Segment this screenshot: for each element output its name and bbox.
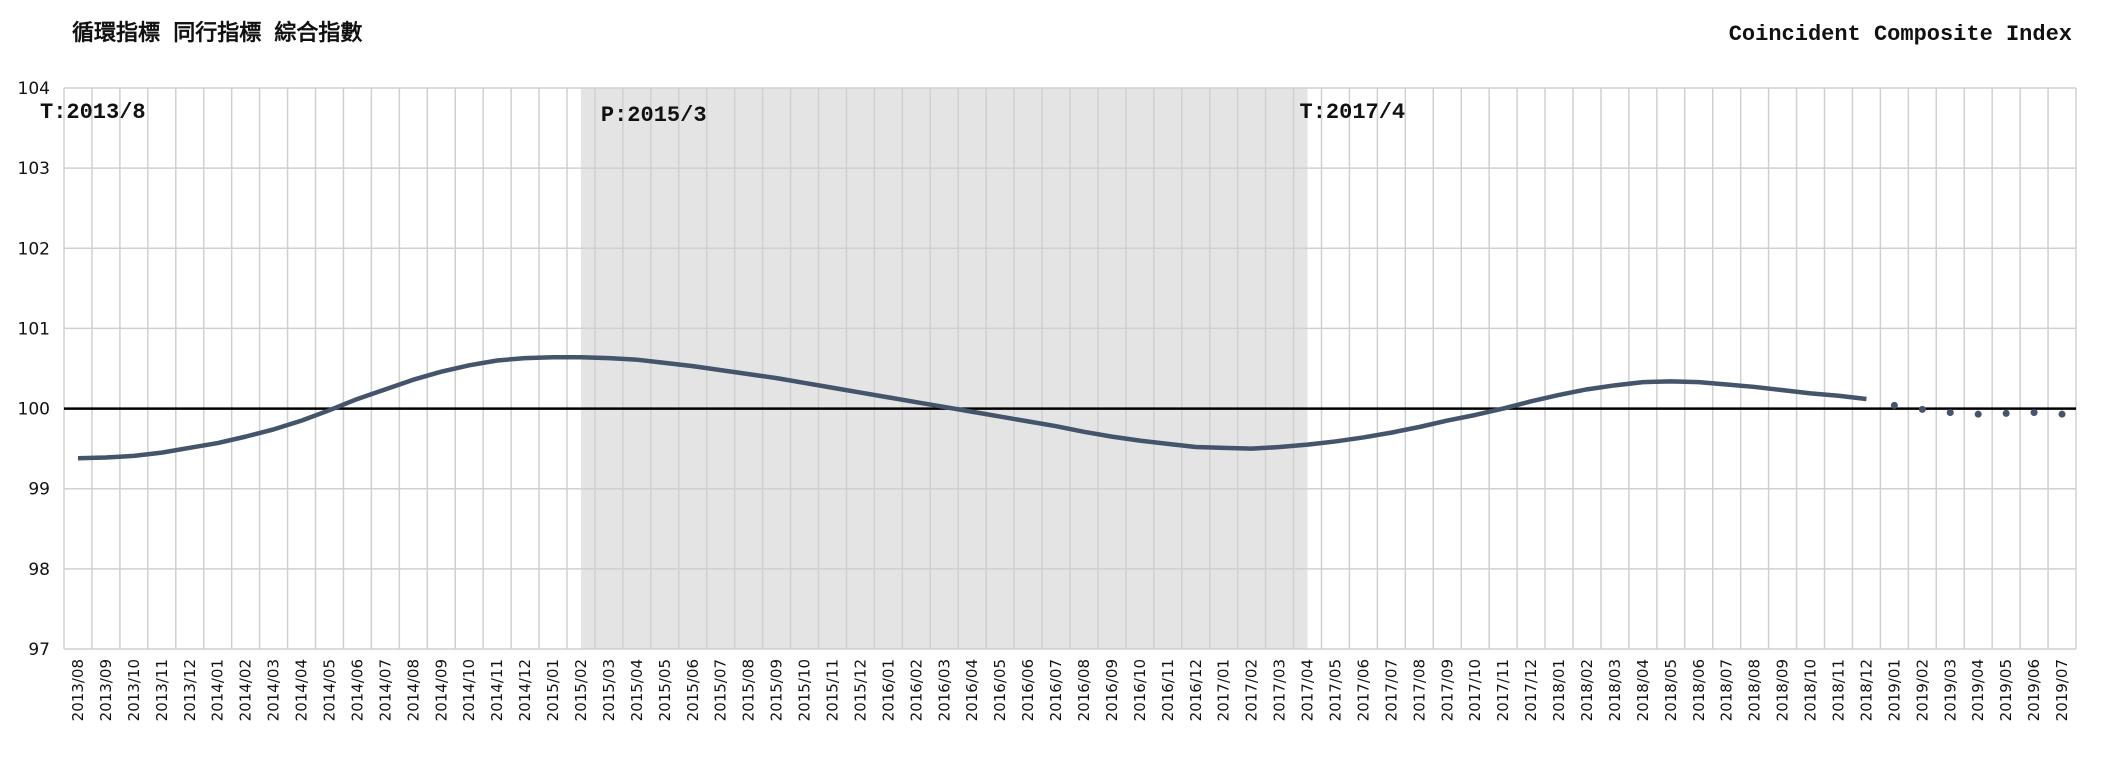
x-tick-label: 2016/11: [1159, 659, 1177, 721]
x-tick-label: 2015/02: [572, 659, 590, 721]
chart-subtitle: Coincident Composite Index: [1729, 22, 2072, 47]
x-tick-label: 2017/05: [1326, 659, 1344, 721]
x-tick-label: 2013/12: [181, 659, 199, 721]
x-tick-label: 2014/09: [432, 659, 450, 721]
chart-title: 循環指標 同行指標 綜合指數: [72, 20, 362, 47]
x-tick-label: 2016/01: [879, 659, 897, 721]
annotation: P:2015/3: [601, 103, 707, 128]
x-tick-label: 2018/08: [1746, 659, 1764, 721]
x-tick-label: 2015/09: [768, 659, 786, 721]
data-point: [2058, 410, 2066, 418]
x-tick-label: 2018/03: [1606, 659, 1624, 721]
data-point: [2030, 409, 2038, 417]
x-tick-label: 2017/07: [1382, 659, 1400, 721]
x-tick-label: 2017/12: [1522, 659, 1540, 721]
x-tick-label: 2013/10: [125, 659, 143, 721]
x-tick-label: 2015/07: [712, 659, 730, 721]
y-tick-label: 103: [18, 159, 50, 179]
x-tick-label: 2016/08: [1075, 659, 1093, 721]
x-tick-label: 2014/07: [376, 659, 394, 721]
annotation: T:2013/8: [40, 100, 146, 125]
x-tick-label: 2015/01: [544, 659, 562, 721]
x-tick-label: 2019/01: [1885, 659, 1903, 721]
x-tick-label: 2015/10: [796, 659, 814, 721]
x-tick-label: 2013/09: [97, 659, 115, 721]
x-tick-label: 2015/03: [600, 659, 618, 721]
x-tick-label: 2017/08: [1410, 659, 1428, 721]
x-tick-label: 2013/08: [69, 659, 87, 721]
x-tick-label: 2014/04: [293, 659, 311, 721]
x-tick-label: 2016/10: [1131, 659, 1149, 721]
shaded-region: [580, 88, 1308, 649]
x-tick-label: 2014/01: [209, 659, 227, 721]
data-line: [77, 355, 1867, 461]
x-tick-label: 2019/05: [1997, 659, 2015, 721]
x-tick-label: 2014/08: [404, 659, 422, 721]
data-point: [1890, 401, 1898, 409]
x-tick-label: 2019/02: [1913, 659, 1931, 721]
x-tick-label: 2018/12: [1857, 659, 1875, 721]
x-tick-label: 2014/12: [516, 659, 534, 721]
x-tick-label: 2018/07: [1718, 659, 1736, 721]
x-tick-label: 2017/02: [1243, 659, 1261, 721]
x-tick-label: 2016/03: [935, 659, 953, 721]
x-tick-label: 2014/05: [320, 659, 338, 721]
x-tick-label: 2015/08: [740, 659, 758, 721]
y-tick-label: 99: [28, 480, 50, 500]
x-tick-label: 2016/07: [1047, 659, 1065, 721]
x-tick-label: 2016/06: [1019, 659, 1037, 721]
x-tick-label: 2019/07: [2053, 659, 2071, 721]
annotation: T:2017/4: [1300, 100, 1406, 125]
x-tick-label: 2016/12: [1187, 659, 1205, 721]
x-tick-label: 2015/11: [823, 659, 841, 721]
y-tick-label: 104: [18, 79, 50, 99]
x-tick-label: 2018/02: [1578, 659, 1596, 721]
x-tick-label: 2016/05: [991, 659, 1009, 721]
x-tick-label: 2017/04: [1299, 659, 1317, 721]
y-tick-label: 98: [28, 560, 50, 580]
x-tick-label: 2019/06: [2025, 659, 2043, 721]
x-tick-label: 2017/03: [1271, 659, 1289, 721]
x-tick-label: 2017/10: [1466, 659, 1484, 721]
x-tick-label: 2017/09: [1438, 659, 1456, 721]
x-tick-label: 2018/09: [1774, 659, 1792, 721]
x-tick-label: 2018/11: [1829, 659, 1847, 721]
data-point: [1918, 405, 1926, 413]
y-tick-label: 102: [18, 239, 50, 259]
x-tick-label: 2019/04: [1969, 659, 1987, 721]
y-tick-label: 101: [18, 319, 50, 339]
data-point: [2002, 409, 2010, 417]
x-tick-label: 2016/04: [963, 659, 981, 721]
x-tick-label: 2018/05: [1662, 659, 1680, 721]
x-tick-label: 2015/04: [628, 659, 646, 721]
x-tick-label: 2018/06: [1690, 659, 1708, 721]
x-tick-label: 2015/12: [851, 659, 869, 721]
data-point: [1974, 410, 1982, 418]
x-tick-label: 2017/06: [1354, 659, 1372, 721]
x-tick-label: 2015/05: [656, 659, 674, 721]
x-tick-label: 2018/04: [1634, 659, 1652, 721]
x-tick-label: 2017/11: [1494, 659, 1512, 721]
y-tick-label: 97: [28, 640, 50, 660]
x-tick-label: 2014/06: [348, 659, 366, 721]
x-tick-label: 2016/09: [1103, 659, 1121, 721]
x-tick-label: 2019/03: [1941, 659, 1959, 721]
x-tick-label: 2015/06: [684, 659, 702, 721]
x-tick-label: 2018/10: [1802, 659, 1820, 721]
x-tick-label: 2014/11: [488, 659, 506, 721]
data-point: [1946, 409, 1954, 417]
x-tick-label: 2013/11: [153, 659, 171, 721]
x-tick-label: 2018/01: [1550, 659, 1568, 721]
x-tick-label: 2016/02: [907, 659, 925, 721]
x-tick-label: 2014/02: [237, 659, 255, 721]
x-tick-label: 2014/10: [460, 659, 478, 721]
x-tick-label: 2017/01: [1215, 659, 1233, 721]
x-tick-label: 2014/03: [265, 659, 283, 721]
y-tick-label: 100: [18, 400, 50, 420]
